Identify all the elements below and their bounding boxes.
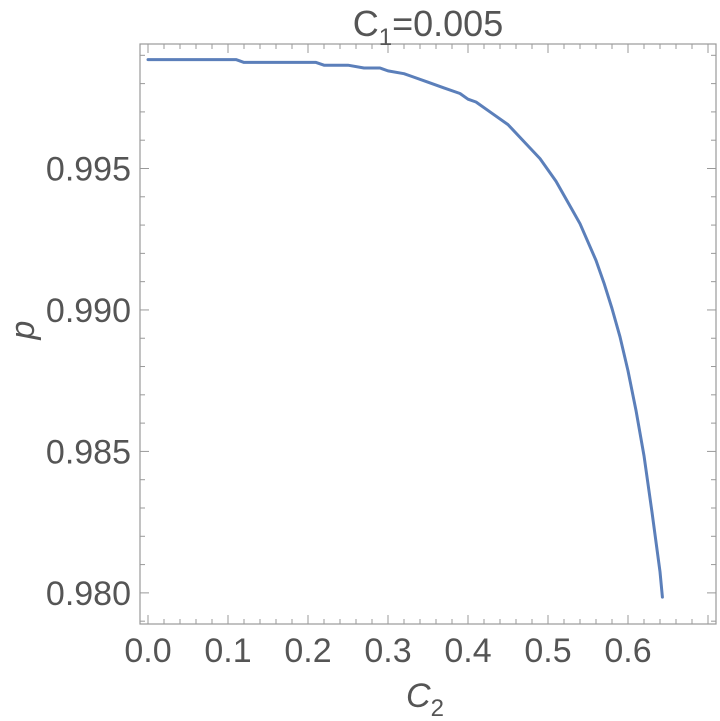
- y-axis-label: p: [4, 321, 42, 341]
- series-group: [146, 58, 664, 599]
- x-tick-label: 0.1: [204, 632, 251, 670]
- y-tick-label: 0.995: [46, 150, 131, 188]
- plot-frame: [139, 43, 717, 625]
- series-line: [146, 58, 664, 599]
- y-tick-label: 0.980: [46, 575, 131, 613]
- x-tick-label: 0.3: [364, 632, 411, 670]
- chart-title: C1=0.005: [353, 3, 503, 51]
- y-tick-label: 0.985: [46, 433, 131, 471]
- tick-labels-group: 0.0 0.1 0.2 0.3 0.4 0.5 0.6 0.980 0.985 0.990 0.99…: [46, 150, 652, 670]
- x-tick-label: 0.6: [604, 632, 651, 670]
- x-tick-label: 0.4: [444, 632, 491, 670]
- plot-frame-group: [139, 43, 717, 625]
- x-axis-label: C2: [406, 677, 444, 716]
- tick-marks-group: [140, 44, 716, 624]
- x-tick-label: 0.2: [284, 632, 331, 670]
- y-tick-label: 0.990: [46, 292, 131, 330]
- x-tick-label: 0.5: [524, 632, 571, 670]
- x-tick-label: 0.0: [124, 632, 171, 670]
